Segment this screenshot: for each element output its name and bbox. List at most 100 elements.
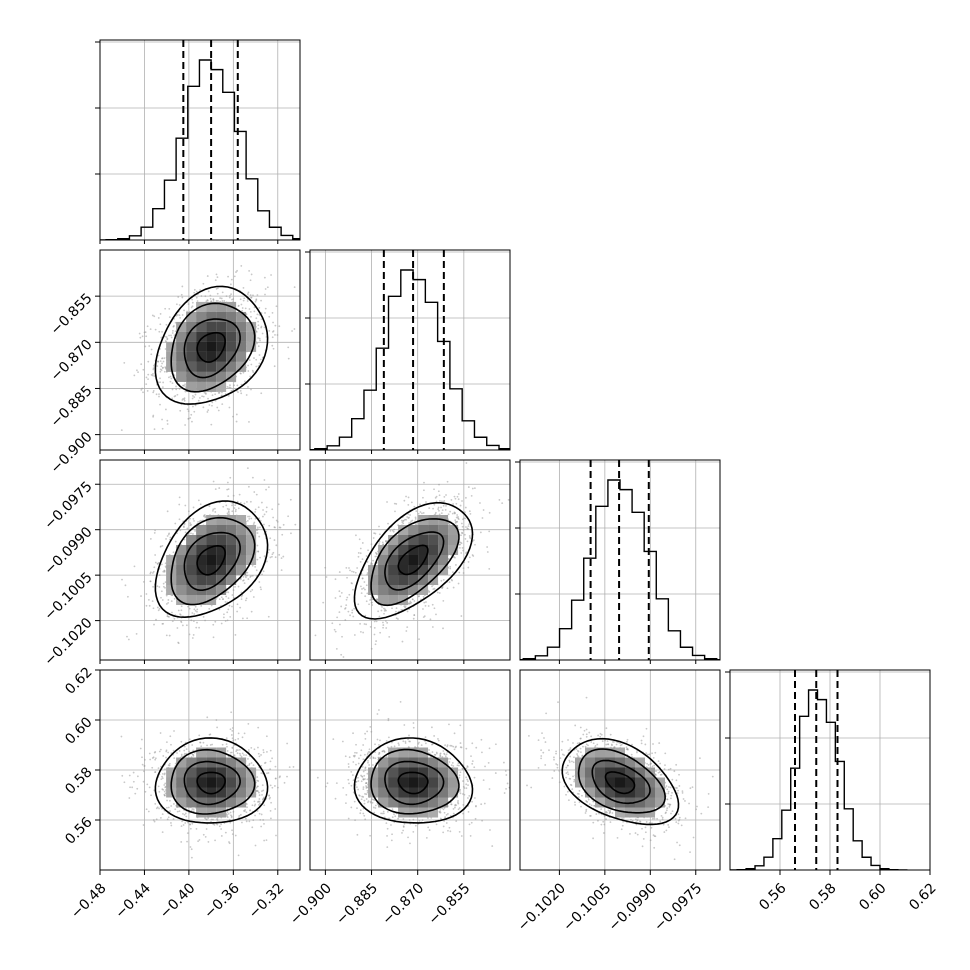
sample-point xyxy=(359,622,361,625)
sample-point xyxy=(635,818,637,821)
sample-point xyxy=(161,357,164,360)
sample-point xyxy=(197,499,200,502)
sample-point xyxy=(454,512,456,514)
sample-point xyxy=(253,804,256,807)
sample-point xyxy=(264,307,267,310)
sample-point xyxy=(422,608,424,610)
sample-point xyxy=(226,507,229,510)
sample-point xyxy=(274,785,276,787)
sample-point xyxy=(169,536,172,539)
sample-point xyxy=(474,817,477,820)
sample-point xyxy=(259,519,262,522)
sample-point xyxy=(282,523,285,526)
sample-point xyxy=(258,802,261,805)
sample-point xyxy=(678,773,680,776)
sample-point xyxy=(443,500,446,502)
density-cell xyxy=(176,777,187,788)
sample-point xyxy=(120,429,123,431)
sample-point xyxy=(568,761,571,763)
sample-point xyxy=(132,780,135,783)
scatter-panel-1-0 xyxy=(100,250,300,450)
sample-point xyxy=(569,747,572,749)
sample-point xyxy=(216,726,219,729)
sample-point xyxy=(175,388,178,391)
sample-point xyxy=(289,498,292,501)
density-cell xyxy=(236,331,247,342)
sample-point xyxy=(565,766,568,769)
sample-point xyxy=(246,764,249,767)
sample-point xyxy=(266,751,268,753)
sample-point xyxy=(149,580,152,583)
density-cell xyxy=(236,535,247,545)
sample-point xyxy=(455,820,458,823)
sample-point xyxy=(649,839,652,842)
sample-point xyxy=(247,515,249,518)
sample-point xyxy=(378,543,381,545)
contour-line xyxy=(370,748,460,815)
sample-point xyxy=(387,719,390,722)
sample-point xyxy=(602,820,605,823)
contour-line xyxy=(384,760,445,806)
sample-point xyxy=(449,744,452,747)
sample-point xyxy=(359,630,362,633)
sample-point xyxy=(286,742,289,745)
sample-point xyxy=(350,582,353,584)
sample-point xyxy=(443,820,446,822)
sample-point xyxy=(597,734,600,737)
sample-point xyxy=(357,552,360,554)
sample-point xyxy=(271,336,274,339)
sample-point xyxy=(438,592,441,594)
sample-point xyxy=(407,738,409,741)
sample-point xyxy=(464,511,466,514)
sample-point xyxy=(386,835,388,837)
sample-point xyxy=(165,603,168,605)
sample-point xyxy=(193,288,196,291)
sample-point xyxy=(528,734,530,737)
sample-point xyxy=(417,742,420,745)
sample-point xyxy=(342,786,345,789)
sample-point xyxy=(325,576,328,578)
sample-point xyxy=(582,733,585,736)
sample-point xyxy=(170,822,172,824)
sample-point xyxy=(386,810,389,813)
sample-point xyxy=(150,348,153,351)
density-cell xyxy=(226,311,237,322)
sample-point xyxy=(148,345,151,347)
sample-point xyxy=(402,740,405,743)
sample-point xyxy=(243,754,245,756)
sample-point xyxy=(235,413,238,416)
sample-point xyxy=(247,370,250,372)
sample-point xyxy=(378,533,381,536)
sample-point xyxy=(182,384,184,387)
sample-point xyxy=(326,782,329,785)
sample-point xyxy=(184,424,187,426)
sample-point xyxy=(142,368,145,371)
sample-point xyxy=(651,765,654,768)
sample-point xyxy=(176,393,179,396)
density-cell xyxy=(635,777,645,788)
sample-point xyxy=(226,488,229,491)
sample-point xyxy=(338,590,341,593)
sample-point xyxy=(373,620,376,623)
sample-point xyxy=(151,314,154,317)
sample-point xyxy=(256,526,259,529)
sample-point xyxy=(260,825,263,828)
density-cell xyxy=(448,535,459,545)
sample-point xyxy=(353,800,356,803)
sample-point xyxy=(374,807,377,809)
sample-point xyxy=(676,792,679,795)
sample-point xyxy=(158,790,161,793)
sample-point xyxy=(195,626,198,629)
sample-point xyxy=(590,741,593,743)
histogram-panel-1 xyxy=(310,250,510,450)
sample-point xyxy=(385,740,388,742)
sample-point xyxy=(427,605,430,607)
sample-point xyxy=(460,746,463,749)
sample-point xyxy=(437,506,440,509)
sample-point xyxy=(194,530,197,532)
sample-point xyxy=(225,737,228,740)
sample-point xyxy=(234,634,237,636)
sample-point xyxy=(260,325,263,328)
sample-point xyxy=(141,387,144,390)
sample-point xyxy=(457,762,460,765)
